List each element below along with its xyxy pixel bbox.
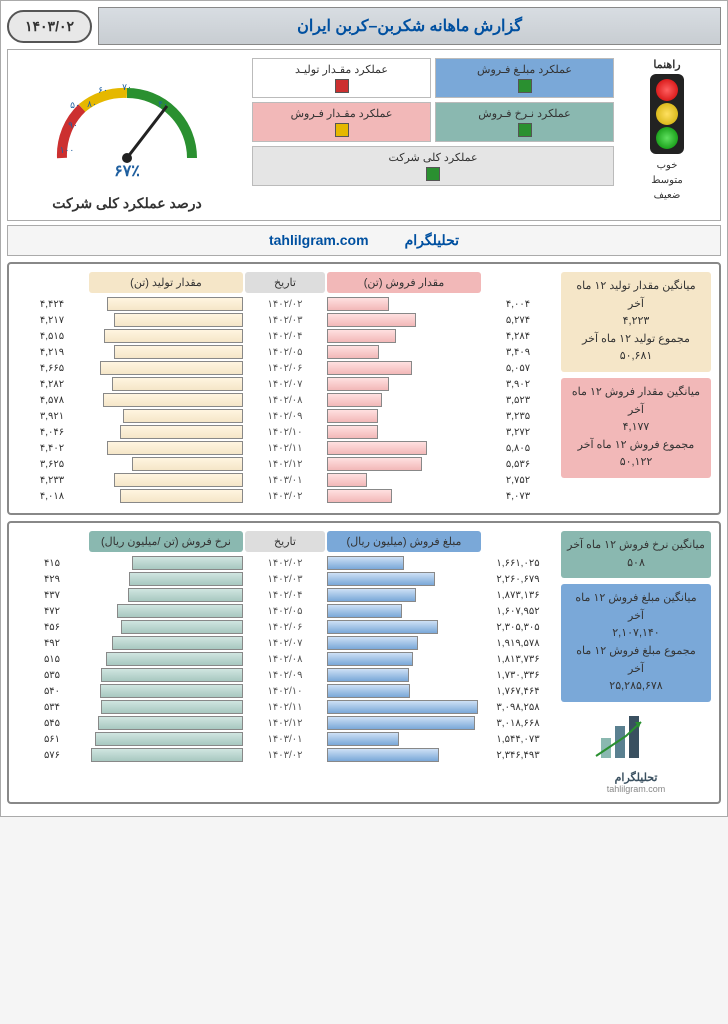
svg-text:۹۰: ۹۰ [68, 120, 78, 130]
table-row: ۲,۳۰۵,۳۰۵۱۴۰۲/۰۶۴۵۶ [17, 620, 553, 634]
table-row: ۳,۲۳۵۱۴۰۲/۰۹۳,۹۲۱ [17, 409, 553, 423]
table-row: ۱,۷۳۰,۳۳۶۱۴۰۲/۰۹۵۳۵ [17, 668, 553, 682]
hdr-prod-qty: مقدار تولید (تن) [89, 272, 243, 293]
table-row: ۳,۰۹۸,۲۵۸۱۴۰۲/۱۱۵۳۴ [17, 700, 553, 714]
traffic-light-icon [650, 74, 684, 154]
stat-amount-avg: میانگین مبلغ فروش ۱۲ ماه آخر۲,۱۰۷,۱۴۰ مج… [561, 584, 711, 702]
table-row: ۱,۵۴۴,۰۷۳۱۴۰۳/۰۱۵۶۱ [17, 732, 553, 746]
table-row: ۳,۵۲۳۱۴۰۲/۰۸۴,۵۷۸ [17, 393, 553, 407]
legend-sale-qty: عملکرد مقـدار فـروش [252, 102, 431, 142]
hdr-date2: تاریخ [245, 531, 325, 552]
table-row: ۲,۳۴۶,۴۹۳۱۴۰۳/۰۲۵۷۶ [17, 748, 553, 762]
table-row: ۱,۷۶۷,۴۶۴۱۴۰۲/۱۰۵۴۰ [17, 684, 553, 698]
table-row: ۱,۶۰۷,۹۵۲۱۴۰۲/۰۵۴۷۲ [17, 604, 553, 618]
hdr-rate: نرخ فروش (تن /میلیون ریال) [89, 531, 243, 552]
table-row: ۴,۲۸۴۱۴۰۲/۰۴۴,۵۱۵ [17, 329, 553, 343]
legend-prod-qty: عملکرد مقـدار تولیـد [252, 58, 431, 98]
stat-rate-avg: میانگین نرخ فروش ۱۲ ماه آخر۵۰۸ [561, 531, 711, 578]
gauge-caption: درصد عملکرد کلی شرکت [16, 195, 238, 212]
svg-text:۶۰: ۶۰ [98, 85, 108, 95]
guide-labels: خوبمتوسطضعیف [622, 158, 712, 203]
table-row: ۵,۸۰۵۱۴۰۲/۱۱۴,۴۰۲ [17, 441, 553, 455]
svg-text:۱۰۰: ۱۰۰ [60, 145, 75, 155]
table-row: ۱,۸۱۳,۷۳۶۱۴۰۲/۰۸۵۱۵ [17, 652, 553, 666]
legend-overall: عملکرد کلی شرکت [252, 146, 614, 186]
gauge-chart: ۱۰۰۹۰۸۰ ۷۰۶۰۵۰۴۰ ۶۷٪ [37, 58, 217, 188]
table-row: ۳,۲۷۲۱۴۰۲/۱۰۴,۰۴۶ [17, 425, 553, 439]
table-row: ۱,۶۶۱,۰۲۵۱۴۰۲/۰۲۴۱۵ [17, 556, 553, 570]
stat-sale-avg: میانگین مقدار فروش ۱۲ ماه آخر۴,۱۷۷ مجموع… [561, 378, 711, 478]
svg-text:۷۰: ۷۰ [122, 82, 132, 92]
table-row: ۲,۲۶۰,۶۷۹۱۴۰۲/۰۳۴۲۹ [17, 572, 553, 586]
hdr-sale-qty: مقدار فروش (تن) [327, 272, 481, 293]
hdr-date: تاریخ [245, 272, 325, 293]
report-date: ۱۴۰۳/۰۲ [7, 10, 92, 43]
table-row: ۵,۵۳۶۱۴۰۲/۱۲۳,۶۲۵ [17, 457, 553, 471]
table-row: ۵,۲۷۴۱۴۰۲/۰۳۴,۲۱۷ [17, 313, 553, 327]
table-row: ۲,۷۵۲۱۴۰۳/۰۱۴,۲۳۳ [17, 473, 553, 487]
hdr-amount: مبلغ فروش (میلیون ریال) [327, 531, 481, 552]
table-row: ۳,۹۰۲۱۴۰۲/۰۷۴,۲۸۲ [17, 377, 553, 391]
site-bar: تحلیلگرامtahlilgram.com [7, 225, 721, 256]
table-row: ۱,۸۷۳,۱۳۶۱۴۰۲/۰۴۴۳۷ [17, 588, 553, 602]
svg-text:۵۰: ۵۰ [70, 100, 80, 110]
table-row: ۱,۹۱۹,۵۷۸۱۴۰۲/۰۷۴۹۲ [17, 636, 553, 650]
guide-title: راهنما [622, 58, 712, 71]
legend-sale-rate: عملکرد نـرخ فـروش [435, 102, 614, 142]
legend-sale-amount: عملکرد مبلـغ فـروش [435, 58, 614, 98]
svg-text:۸۰: ۸۰ [87, 99, 97, 109]
panel-amounts: میانگین نرخ فروش ۱۲ ماه آخر۵۰۸ میانگین م… [7, 521, 721, 804]
table-row: ۵,۰۵۷۱۴۰۲/۰۶۴,۶۶۵ [17, 361, 553, 375]
svg-text:۶۷٪: ۶۷٪ [114, 163, 140, 180]
brand-logo: تحلیلگرام tahlilgram.com [561, 708, 711, 794]
table-row: ۴,۰۰۴۱۴۰۲/۰۲۴,۴۲۴ [17, 297, 553, 311]
stat-prod-avg: میانگین مقدار تولید ۱۲ ماه آخر۴,۲۲۳ مجمو… [561, 272, 711, 372]
table-row: ۳,۰۱۸,۶۶۸۱۴۰۲/۱۲۵۴۵ [17, 716, 553, 730]
table-row: ۴,۰۷۳۱۴۰۳/۰۲۴,۰۱۸ [17, 489, 553, 503]
report-title: گزارش ماهانه شکربن–کربن ایران [98, 7, 721, 45]
panel-quantities: میانگین مقدار تولید ۱۲ ماه آخر۴,۲۲۳ مجمو… [7, 262, 721, 515]
table-row: ۳,۴۰۹۱۴۰۲/۰۵۴,۲۱۹ [17, 345, 553, 359]
